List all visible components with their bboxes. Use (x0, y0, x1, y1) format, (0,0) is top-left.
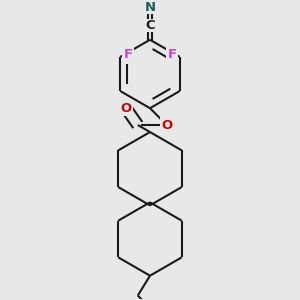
Text: F: F (124, 48, 133, 61)
Text: N: N (144, 1, 156, 13)
Text: F: F (167, 48, 176, 61)
Text: O: O (121, 102, 132, 115)
Text: C: C (145, 20, 155, 32)
Text: O: O (161, 118, 172, 131)
